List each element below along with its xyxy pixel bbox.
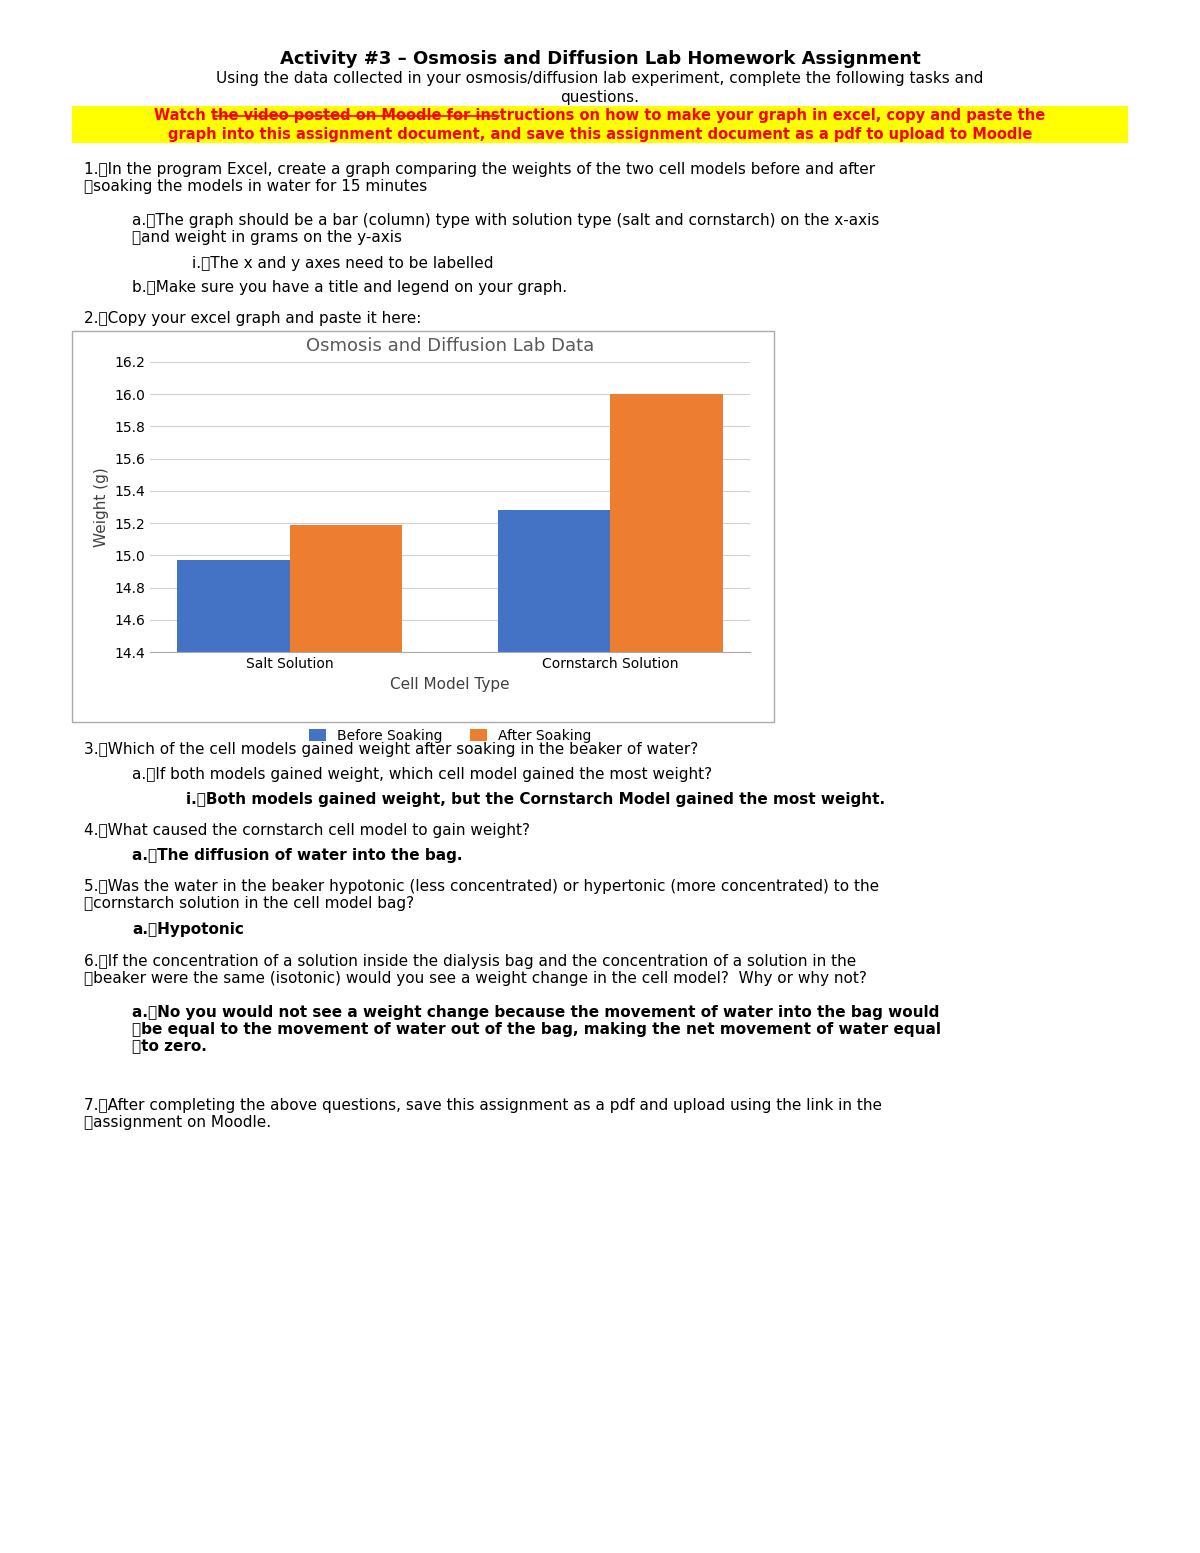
Bar [289,525,402,1553]
Text: 1.	In the program Excel, create a graph comparing the weights of the two cell mo: 1. In the program Excel, create a graph … [84,162,875,194]
Text: a.	If both models gained weight, which cell model gained the most weight?: a. If both models gained weight, which c… [132,767,712,783]
Bar [178,561,289,1553]
Legend: Before Soaking, After Soaking: Before Soaking, After Soaking [304,724,596,749]
Text: 3.	Which of the cell models gained weight after soaking in the beaker of water?: 3. Which of the cell models gained weigh… [84,742,698,758]
Y-axis label: Weight (g): Weight (g) [94,467,109,547]
Text: a.	The diffusion of water into the bag.: a. The diffusion of water into the bag. [132,848,462,863]
FancyBboxPatch shape [72,106,1128,143]
Text: 2.	Copy your excel graph and paste it here:: 2. Copy your excel graph and paste it he… [84,311,421,326]
Text: a.	Hypotonic: a. Hypotonic [132,922,244,938]
Text: a.	No you would not see a weight change because the movement of water into the b: a. No you would not see a weight change … [132,1005,941,1054]
Text: 6.	If the concentration of a solution inside the dialysis bag and the concentrat: 6. If the concentration of a solution in… [84,954,866,986]
Text: Activity #3 – Osmosis and Diffusion Lab Homework Assignment: Activity #3 – Osmosis and Diffusion Lab … [280,50,920,68]
Bar [498,511,611,1553]
Text: a.	The graph should be a bar (column) type with solution type (salt and cornstar: a. The graph should be a bar (column) ty… [132,213,880,245]
Text: 5.	Was the water in the beaker hypotonic (less concentrated) or hypertonic (more: 5. Was the water in the beaker hypotonic… [84,879,880,912]
Bar [611,394,722,1553]
X-axis label: Cell Model Type: Cell Model Type [390,677,510,691]
Text: i.	Both models gained weight, but the Cornstarch Model gained the most weight.: i. Both models gained weight, but the Co… [186,792,886,808]
Title: Osmosis and Diffusion Lab Data: Osmosis and Diffusion Lab Data [306,337,594,354]
Text: 4.	What caused the cornstarch cell model to gain weight?: 4. What caused the cornstarch cell model… [84,823,530,839]
Text: Watch the video posted on Moodle for instructions on how to make your graph in e: Watch the video posted on Moodle for ins… [155,109,1045,123]
Text: 7.	After completing the above questions, save this assignment as a pdf and uploa: 7. After completing the above questions,… [84,1098,882,1131]
Text: questions.: questions. [560,90,640,106]
FancyBboxPatch shape [72,331,774,722]
Text: Using the data collected in your osmosis/diffusion lab experiment, complete the : Using the data collected in your osmosis… [216,71,984,87]
Text: graph into this assignment document, and save this assignment document as a pdf : graph into this assignment document, and… [168,127,1032,141]
Text: i.	The x and y axes need to be labelled: i. The x and y axes need to be labelled [192,256,493,272]
Text: b.	Make sure you have a title and legend on your graph.: b. Make sure you have a title and legend… [132,280,568,295]
